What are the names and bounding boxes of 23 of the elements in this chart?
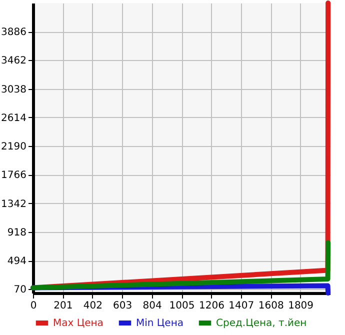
y-tick-label: 2614 (1, 112, 26, 124)
legend-label: Сред.Цена, т.йен (216, 318, 307, 329)
x-tick-label: 0 (30, 300, 37, 312)
legend-label: Max Цена (53, 318, 104, 329)
y-tick-label: 2190 (1, 142, 26, 153)
y-tick-label: 918 (7, 227, 26, 238)
y-tick-label: 70 (14, 284, 26, 296)
y-tick-label: 3038 (1, 84, 26, 96)
y-tick-label: 3462 (1, 56, 26, 67)
x-tick-label: 1809 (288, 300, 314, 312)
y-tick-label: 3886 (1, 27, 26, 38)
y-tick-label: 1342 (1, 198, 26, 210)
x-tick-label: 402 (83, 300, 102, 312)
x-tick-label: 1206 (198, 300, 224, 312)
x-tick-label: 1005 (169, 300, 195, 312)
x-tick-label: 1608 (258, 300, 284, 312)
legend-label: Min Цена (136, 318, 184, 329)
x-tick-label: 603 (113, 300, 132, 312)
x-tick-label: 804 (142, 300, 162, 312)
x-tick-label: 201 (54, 300, 73, 312)
x-tick-label: 1407 (228, 300, 254, 312)
y-tick-label: 1766 (1, 170, 26, 182)
y-tick-label: 494 (7, 256, 26, 268)
